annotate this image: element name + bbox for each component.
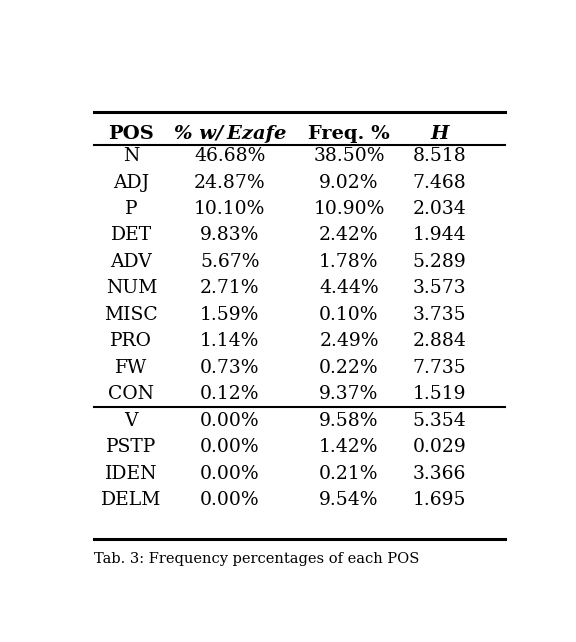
Text: 0.22%: 0.22% (319, 359, 379, 377)
Text: 1.14%: 1.14% (200, 333, 260, 351)
Text: 1.944: 1.944 (412, 227, 466, 245)
Text: 1.695: 1.695 (412, 491, 466, 509)
Text: 10.10%: 10.10% (194, 200, 266, 218)
Text: 0.10%: 0.10% (319, 306, 378, 324)
Text: 0.73%: 0.73% (200, 359, 260, 377)
Text: 8.518: 8.518 (412, 147, 466, 165)
Text: CON: CON (108, 385, 154, 403)
Text: P: P (125, 200, 138, 218)
Text: PSTP: PSTP (106, 438, 157, 456)
Text: ADV: ADV (111, 253, 152, 271)
Text: H: H (430, 125, 449, 143)
Text: POS: POS (108, 125, 154, 143)
Text: 9.83%: 9.83% (200, 227, 260, 245)
Text: 7.468: 7.468 (412, 173, 466, 191)
Text: 3.573: 3.573 (412, 279, 466, 297)
Text: 0.21%: 0.21% (319, 465, 378, 483)
Text: 2.034: 2.034 (412, 200, 466, 218)
Text: 9.02%: 9.02% (319, 173, 378, 191)
Text: PRO: PRO (111, 333, 152, 351)
Text: 5.289: 5.289 (412, 253, 466, 271)
Text: 2.71%: 2.71% (200, 279, 260, 297)
Text: Freq. %: Freq. % (308, 125, 390, 143)
Text: 2.884: 2.884 (412, 333, 466, 351)
Text: 0.00%: 0.00% (200, 465, 260, 483)
Text: ADJ: ADJ (113, 173, 149, 191)
Text: IDEN: IDEN (105, 465, 157, 483)
Text: 1.42%: 1.42% (319, 438, 378, 456)
Text: 5.67%: 5.67% (200, 253, 260, 271)
Text: FW: FW (115, 359, 147, 377)
Text: DET: DET (111, 227, 152, 245)
Text: 9.58%: 9.58% (319, 412, 378, 429)
Text: 1.78%: 1.78% (319, 253, 378, 271)
Text: 38.50%: 38.50% (313, 147, 385, 165)
Text: NUM: NUM (105, 279, 157, 297)
Text: 0.00%: 0.00% (200, 438, 260, 456)
Text: 3.366: 3.366 (412, 465, 466, 483)
Text: 0.00%: 0.00% (200, 491, 260, 509)
Text: V: V (124, 412, 138, 429)
Text: % w/ Ezafe: % w/ Ezafe (173, 125, 286, 143)
Text: 2.49%: 2.49% (319, 333, 378, 351)
Text: 9.37%: 9.37% (319, 385, 378, 403)
Text: 2.42%: 2.42% (319, 227, 379, 245)
Text: DELM: DELM (101, 491, 161, 509)
Text: 46.68%: 46.68% (194, 147, 266, 165)
Text: N: N (123, 147, 139, 165)
Text: MISC: MISC (104, 306, 158, 324)
Text: 3.735: 3.735 (412, 306, 466, 324)
Text: Tab. 3: Frequency percentages of each POS: Tab. 3: Frequency percentages of each PO… (94, 551, 420, 566)
Text: 9.54%: 9.54% (319, 491, 378, 509)
Text: 10.90%: 10.90% (313, 200, 385, 218)
Text: 0.00%: 0.00% (200, 412, 260, 429)
Text: 1.519: 1.519 (412, 385, 466, 403)
Text: 0.12%: 0.12% (200, 385, 260, 403)
Text: 1.59%: 1.59% (200, 306, 260, 324)
Text: 0.029: 0.029 (412, 438, 466, 456)
Text: 7.735: 7.735 (412, 359, 466, 377)
Text: 4.44%: 4.44% (319, 279, 379, 297)
Text: 24.87%: 24.87% (194, 173, 266, 191)
Text: 5.354: 5.354 (412, 412, 466, 429)
